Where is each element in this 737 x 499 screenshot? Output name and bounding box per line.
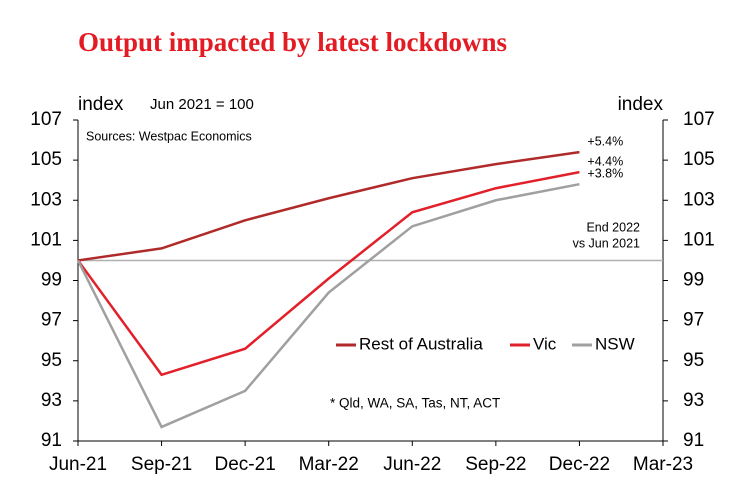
source: Sources: Westpac Economics [86,129,252,143]
legend-label: NSW [595,334,635,353]
legend-label: Rest of Australia [359,334,483,353]
y2-tick-label: 91 [683,430,704,451]
y-tick-label: 101 [30,229,62,250]
x-tick-label: Mar-23 [633,454,693,475]
y2-tick-label: 95 [683,350,704,371]
annotation: +5.4% [587,134,623,148]
annotation-note: End 2022 [586,220,640,234]
x-tick-label: Dec-22 [549,454,610,475]
y-tick-label: 95 [41,350,62,371]
series-line [77,150,580,262]
y-tick-label: 99 [41,270,62,291]
x-tick-label: Jun-22 [383,454,441,475]
y-tick-label: 105 [30,149,62,170]
y2-tick-label: 107 [683,109,715,130]
y-tick-label: 91 [41,430,62,451]
y-tick-label: 103 [30,189,62,210]
y-tick-label: 107 [30,109,62,130]
x-tick-label: Mar-22 [299,454,359,475]
y2-tick-label: 105 [683,149,715,170]
y-tick-label: 93 [41,390,62,411]
footnote: * Qld, WA, SA, Tas, NT, ACT [330,396,500,411]
y2-tick-label: 101 [683,229,715,250]
x-tick-label: Sep-22 [465,454,526,475]
y2-axis-label: index [618,94,664,115]
series-line [76,182,580,429]
y2-tick-label: 97 [683,310,704,331]
y2-tick-label: 93 [683,390,704,411]
y-axis-label: index [78,94,124,115]
annotation: +3.8% [587,166,623,180]
subtitle: Jun 2021 = 100 [150,96,254,113]
y2-tick-label: 103 [683,189,715,210]
y-tick-label: 97 [41,310,62,331]
y2-tick-label: 99 [683,270,704,291]
series-line [76,170,580,377]
x-tick-label: Sep-21 [131,454,192,475]
x-tick-label: Jun-21 [49,454,107,475]
x-tick-label: Dec-21 [215,454,276,475]
annotation-note: vs Jun 2021 [573,236,640,250]
annotation: +4.4% [587,154,623,168]
legend-label: Vic [533,334,557,353]
chart-title: Output impacted by latest lockdowns [78,27,507,57]
